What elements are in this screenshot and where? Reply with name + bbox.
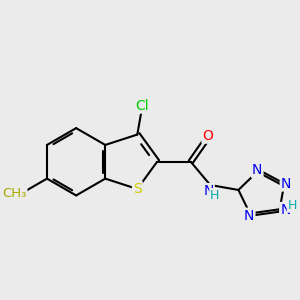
Text: N: N xyxy=(252,163,262,177)
Text: N: N xyxy=(203,184,214,198)
Text: N: N xyxy=(280,203,290,217)
Text: H: H xyxy=(210,189,219,202)
Text: O: O xyxy=(202,129,213,143)
Text: CH₃: CH₃ xyxy=(2,187,26,200)
Text: S: S xyxy=(133,182,142,196)
Text: Cl: Cl xyxy=(135,99,148,112)
Text: N: N xyxy=(244,209,254,223)
Text: H: H xyxy=(287,199,297,212)
Text: N: N xyxy=(281,176,291,190)
